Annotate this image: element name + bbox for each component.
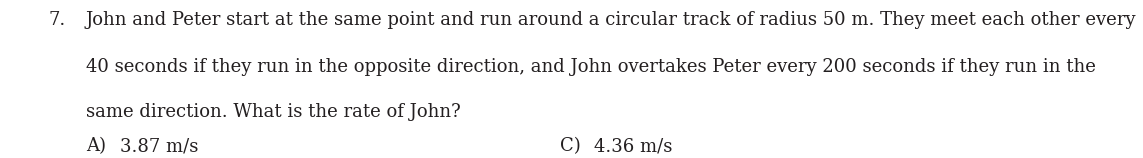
Text: same direction. What is the rate of John?: same direction. What is the rate of John… [86, 103, 461, 122]
Text: A): A) [86, 137, 105, 155]
Text: John and Peter start at the same point and run around a circular track of radius: John and Peter start at the same point a… [86, 11, 1136, 29]
Text: 4.36 m/s: 4.36 m/s [594, 137, 673, 155]
Text: 3.87 m/s: 3.87 m/s [120, 137, 199, 155]
Text: 40 seconds if they run in the opposite direction, and John overtakes Peter every: 40 seconds if they run in the opposite d… [86, 58, 1096, 76]
Text: 7.: 7. [48, 11, 65, 29]
Text: C): C) [560, 137, 581, 155]
